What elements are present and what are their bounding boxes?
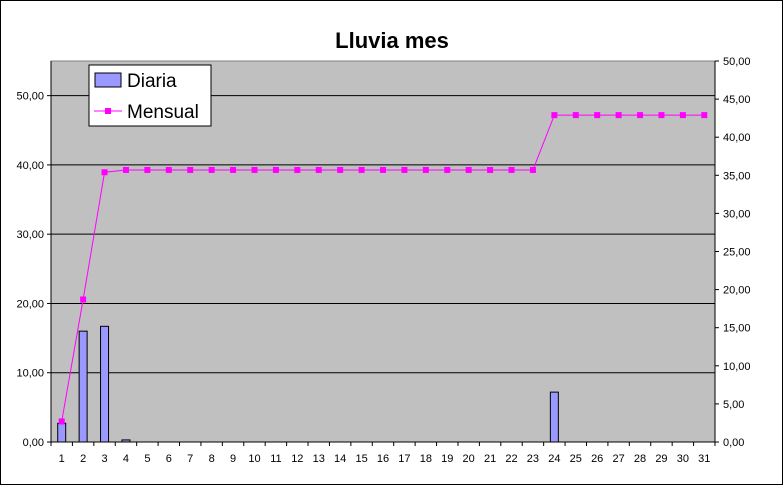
marker-mensual	[380, 166, 386, 173]
x-tick-label: 8	[209, 453, 215, 465]
marker-mensual	[294, 166, 301, 173]
marker-mensual	[187, 166, 194, 173]
marker-mensual	[251, 166, 258, 173]
x-tick-label: 21	[484, 453, 496, 465]
x-tick-label: 3	[101, 453, 107, 465]
x-tick-label: 30	[677, 453, 689, 465]
x-tick-label: 7	[187, 453, 193, 465]
x-tick-label: 22	[505, 453, 517, 465]
right-tick-label: 30,00	[723, 208, 751, 220]
x-tick-label: 29	[655, 453, 667, 465]
marker-mensual	[401, 166, 408, 173]
marker-mensual	[594, 112, 601, 119]
legend-label-diaria: Diaria	[127, 71, 177, 92]
left-tick-label: 50,00	[16, 91, 44, 103]
marker-mensual	[101, 169, 108, 176]
x-tick-label: 15	[355, 453, 367, 465]
marker-mensual	[337, 166, 344, 173]
right-tick-label: 45,00	[723, 94, 751, 106]
x-tick-label: 19	[441, 453, 453, 465]
x-tick-label: 20	[463, 453, 475, 465]
x-tick-label: 6	[166, 453, 172, 465]
right-tick-label: 50,00	[723, 56, 751, 68]
marker-mensual	[165, 166, 172, 173]
x-tick-label: 14	[334, 453, 346, 465]
left-tick-label: 0,00	[23, 437, 44, 449]
marker-mensual	[658, 112, 665, 119]
x-tick-label: 27	[612, 453, 624, 465]
x-tick-label: 11	[270, 453, 281, 465]
x-tick-label: 4	[123, 453, 129, 465]
right-tick-label: 0,00	[723, 437, 744, 449]
legend-swatch-diaria	[94, 72, 122, 88]
marker-mensual	[444, 166, 451, 173]
marker-mensual	[422, 166, 429, 173]
x-tick-label: 13	[313, 453, 325, 465]
right-tick-label: 25,00	[723, 247, 751, 259]
x-tick-label: 17	[398, 453, 410, 465]
marker-mensual	[272, 166, 279, 173]
marker-mensual	[551, 112, 558, 119]
bar-diaria	[57, 422, 67, 443]
bar-diaria	[78, 330, 88, 443]
x-tick-label: 31	[698, 453, 710, 465]
x-tick-label: 16	[377, 453, 389, 465]
bar-diaria	[100, 325, 110, 443]
chart-title: Lluvia mes	[335, 28, 449, 53]
marker-mensual	[615, 112, 622, 119]
marker-mensual	[679, 112, 686, 119]
marker-mensual	[208, 166, 215, 173]
marker-mensual	[122, 166, 129, 173]
x-tick-label: 18	[420, 453, 432, 465]
marker-mensual	[572, 112, 579, 119]
axes: 0,00 10,00 20,00 30,00 40,00 50,00 0,00 5,00 10,…	[16, 56, 750, 465]
right-tick-label: 40,00	[723, 132, 751, 144]
legend: Diaria Mensual	[88, 64, 212, 127]
monthly-line	[58, 112, 708, 425]
marker-mensual	[465, 166, 472, 173]
marker-mensual	[358, 166, 365, 173]
marker-mensual	[315, 166, 322, 173]
marker-mensual	[529, 166, 536, 173]
x-tick-label: 12	[291, 453, 303, 465]
marker-mensual	[58, 418, 65, 425]
x-tick-label: 2	[80, 453, 86, 465]
bar-diaria	[549, 391, 559, 443]
legend-label-mensual: Mensual	[127, 102, 199, 123]
right-tick-label: 20,00	[723, 285, 751, 297]
right-tick-label: 10,00	[723, 361, 751, 373]
x-tick-label: 28	[634, 453, 646, 465]
x-tick-label: 26	[591, 453, 603, 465]
x-tick-label: 23	[527, 453, 539, 465]
right-tick-label: 5,00	[723, 399, 744, 411]
left-tick-label: 30,00	[16, 229, 44, 241]
right-tick-label: 15,00	[723, 323, 751, 335]
x-tick-label: 10	[248, 453, 260, 465]
marker-mensual	[637, 112, 644, 119]
x-tick-label: 1	[59, 453, 65, 465]
marker-mensual	[80, 296, 87, 303]
left-tick-label: 10,00	[16, 368, 44, 380]
marker-mensual	[701, 112, 708, 119]
left-tick-label: 40,00	[16, 160, 44, 172]
right-tick-label: 35,00	[723, 170, 751, 182]
x-tick-label: 5	[144, 453, 150, 465]
legend-marker-mensual	[105, 108, 111, 114]
marker-mensual	[487, 166, 494, 173]
x-tick-label: 25	[570, 453, 582, 465]
marker-mensual	[144, 166, 151, 173]
left-tick-label: 20,00	[16, 298, 44, 310]
marker-mensual	[230, 166, 237, 173]
marker-mensual	[508, 166, 515, 173]
x-tick-label: 9	[230, 453, 236, 465]
x-tick-label: 24	[548, 453, 560, 465]
